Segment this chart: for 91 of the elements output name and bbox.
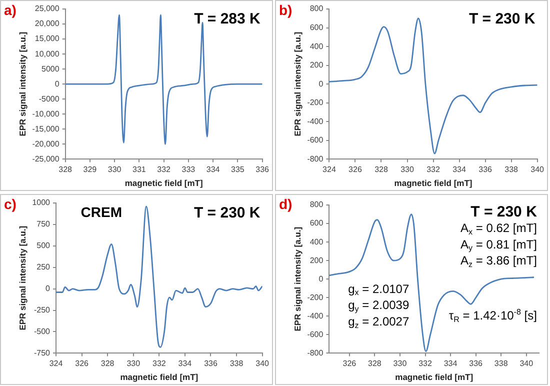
- chart-title: c): [4, 196, 16, 212]
- x-axis-title: magnetic field [mT]: [124, 178, 203, 188]
- x-tick-label: 336: [478, 165, 493, 174]
- y-tick-label: 0: [318, 274, 324, 284]
- y-axis-title: EPR signal intensity [a.u.]: [17, 226, 28, 330]
- y-tick-label: 400: [310, 42, 324, 51]
- x-tick-label: 340: [256, 359, 270, 368]
- y-tick-label: -600: [307, 330, 324, 339]
- y-tick-label: 25,000: [34, 4, 60, 14]
- x-tick-label: 328: [374, 165, 388, 174]
- y-tick-label: 5000: [42, 64, 60, 74]
- x-tick-label: 328: [58, 165, 73, 174]
- y-tick-label: 0: [46, 284, 51, 294]
- annotation: T = 230 K: [468, 10, 536, 28]
- x-tick-label: 332: [426, 165, 440, 174]
- x-tick-label: 334: [452, 165, 466, 174]
- y-tick-label: -600: [307, 136, 324, 145]
- y-tick-label: 15,000: [34, 34, 60, 44]
- y-tick-label: 200: [310, 256, 324, 265]
- x-tick-label: 338: [230, 359, 244, 368]
- y-tick-label: 20,000: [34, 19, 60, 28]
- annotation: T = 230 K: [470, 204, 538, 221]
- x-tick-label: 328: [368, 359, 382, 368]
- y-axis-title: EPR signal intensity [a.u.]: [292, 32, 302, 136]
- y-tick-label: -500: [34, 326, 51, 336]
- y-tick-label: -750: [34, 348, 51, 358]
- annotation: CREM: [80, 204, 122, 220]
- y-tick-label: -15,000: [32, 124, 60, 134]
- x-tick-label: 332: [157, 165, 172, 174]
- x-tick-label: 326: [348, 165, 362, 174]
- x-tick-label: 330: [400, 165, 414, 174]
- line-series: [56, 206, 262, 348]
- y-tick-label: -250: [34, 305, 51, 314]
- y-tick-label: 750: [36, 220, 51, 229]
- y-tick-label: -20,000: [32, 139, 60, 148]
- x-axis-title: magnetic field [mT]: [394, 178, 472, 188]
- y-axis-title: EPR signal intensity [a.u.]: [17, 32, 28, 136]
- y-tick-label: 10,000: [34, 49, 60, 58]
- x-tick-label: 330: [108, 165, 122, 174]
- x-tick-label: 338: [494, 359, 508, 368]
- x-tick-label: 328: [100, 359, 115, 368]
- chart-title: a): [4, 2, 16, 18]
- x-tick-label: 336: [469, 359, 484, 368]
- y-tick-label: 0: [54, 79, 60, 88]
- x-tick-label: 340: [530, 165, 545, 174]
- x-tick-label: 324: [49, 359, 64, 368]
- x-tick-label: 334: [444, 359, 458, 368]
- x-tick-label: 335: [231, 165, 245, 174]
- annotation: T = 283 K: [194, 10, 261, 28]
- y-tick-label: 500: [36, 241, 51, 250]
- x-tick-label: 332: [152, 359, 166, 368]
- y-tick-label: -800: [307, 154, 324, 164]
- y-tick-label: -10,000: [32, 109, 60, 118]
- y-tick-label: -800: [307, 348, 324, 358]
- y-tick-label: -400: [307, 116, 324, 126]
- x-tick-label: 334: [178, 359, 192, 368]
- y-tick-label: -25,000: [32, 154, 60, 164]
- chart-title: b): [279, 2, 292, 18]
- x-tick-label: 331: [132, 165, 146, 174]
- x-tick-label: 334: [206, 165, 220, 174]
- x-axis-title: magnetic field [mT]: [395, 372, 474, 382]
- x-tick-label: 336: [204, 359, 218, 368]
- y-tick-label: -5000: [38, 94, 60, 104]
- line-series: [65, 14, 262, 145]
- x-tick-label: 333: [182, 165, 196, 174]
- y-tick-label: 600: [310, 22, 324, 32]
- x-tick-label: 338: [504, 165, 519, 174]
- chart-title: d): [279, 196, 292, 212]
- x-tick-label: 330: [393, 359, 408, 368]
- y-axis-title: EPR signal intensity [a.u.]: [292, 226, 302, 332]
- x-tick-label: 332: [418, 359, 432, 368]
- y-tick-label: -400: [307, 311, 324, 320]
- y-tick-label: 200: [310, 60, 324, 70]
- y-tick-label: 800: [310, 200, 324, 210]
- y-tick-label: -200: [307, 98, 324, 108]
- x-tick-label: 330: [126, 359, 141, 368]
- x-tick-label: 324: [322, 165, 336, 174]
- x-axis-title: magnetic field [mT]: [120, 372, 198, 382]
- y-tick-label: 800: [310, 4, 324, 14]
- y-tick-label: 600: [310, 218, 324, 228]
- y-tick-label: 0: [318, 79, 324, 88]
- x-tick-label: 326: [75, 359, 90, 368]
- annotation: T = 230 K: [194, 204, 260, 222]
- x-tick-label: 340: [520, 359, 534, 368]
- y-tick-label: 400: [310, 237, 324, 246]
- y-tick-label: 1000: [32, 198, 51, 208]
- x-tick-label: 329: [83, 165, 98, 174]
- y-tick-label: -200: [307, 292, 324, 302]
- x-tick-label: 326: [342, 359, 357, 368]
- x-tick-label: 336: [256, 165, 270, 174]
- y-tick-label: 250: [36, 262, 51, 272]
